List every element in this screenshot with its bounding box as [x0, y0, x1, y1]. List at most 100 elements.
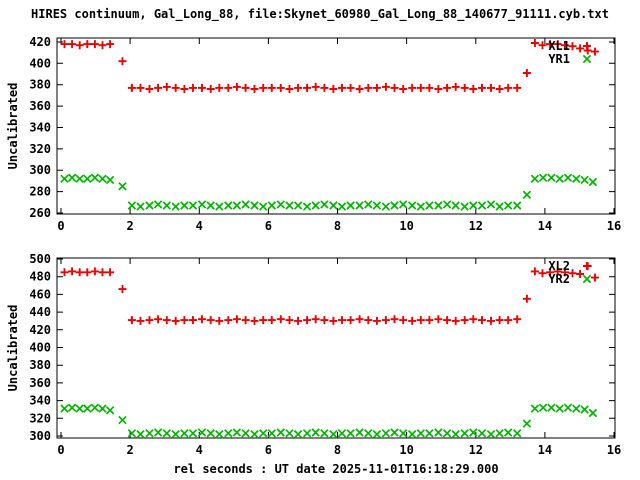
data-point-cross	[451, 429, 460, 439]
data-point-plus	[390, 83, 399, 92]
x-tick-label: 0	[57, 443, 64, 457]
data-point-cross	[293, 201, 303, 210]
data-point-plus	[338, 316, 346, 325]
data-point-cross	[588, 177, 598, 187]
data-point-plus	[538, 41, 547, 50]
y-tick-label: 400	[29, 56, 51, 70]
data-point-cross	[320, 429, 329, 438]
data-point-plus	[560, 41, 569, 50]
data-point-plus	[118, 57, 127, 66]
data-point-cross	[145, 429, 154, 438]
data-point-plus	[553, 40, 562, 49]
data-point-cross	[285, 429, 294, 438]
x-tick-label: 10	[399, 443, 413, 457]
data-point-plus	[329, 85, 338, 93]
y-tick-label: 340	[29, 121, 51, 135]
data-point-plus	[434, 85, 443, 93]
chart-title: HIRES continuum, Gal_Long_88, file:Skyne…	[31, 7, 609, 21]
data-point-plus	[546, 268, 555, 277]
data-point-cross	[495, 429, 504, 438]
data-point-cross	[346, 429, 355, 438]
data-point-cross	[522, 419, 532, 428]
data-point-plus	[346, 316, 355, 325]
data-point-cross	[267, 201, 277, 210]
data-point-plus	[154, 83, 163, 92]
y-tick-label: 300	[29, 429, 51, 443]
data-point-cross	[215, 202, 224, 211]
data-point-cross	[75, 174, 84, 184]
data-point-cross	[582, 274, 592, 284]
panel-bottom: 0 2 4 6 8 10 12 14 16 300 320 340 360 380 400 420 440 460…	[29, 252, 621, 457]
data-point-cross	[83, 174, 92, 184]
data-point-cross	[98, 174, 107, 184]
data-point-plus	[250, 316, 259, 325]
data-point-cross	[75, 404, 84, 413]
data-point-plus	[232, 315, 241, 324]
data-point-plus	[425, 316, 434, 325]
x-tick-label: 4	[196, 443, 203, 457]
y-tick-label: 300	[29, 163, 51, 177]
data-point-plus	[75, 41, 84, 50]
data-point-plus	[460, 316, 469, 325]
data-point-cross	[486, 429, 496, 439]
data-point-cross	[434, 201, 443, 210]
data-point-cross	[469, 201, 478, 210]
y-tick-label: 480	[29, 270, 51, 284]
data-point-plus	[522, 294, 531, 303]
y-tick-label: 340	[29, 394, 51, 408]
data-point-plus	[303, 83, 312, 92]
data-point-plus	[478, 316, 486, 325]
data-point-plus	[68, 267, 77, 276]
data-point-cross	[162, 201, 172, 210]
data-point-plus	[346, 83, 355, 92]
data-point-cross	[390, 201, 399, 210]
data-point-cross	[136, 202, 145, 211]
y-tick-label: 380	[29, 358, 51, 372]
data-point-plus	[241, 83, 250, 92]
legend-label-YR2: YR2	[548, 272, 570, 286]
data-point-plus	[372, 316, 381, 325]
data-point-cross	[83, 404, 92, 413]
y-tick-label: 380	[29, 78, 51, 92]
data-point-cross	[512, 429, 522, 438]
x-tick-label: 8	[334, 219, 341, 233]
data-point-plus	[83, 40, 92, 49]
data-point-cross	[416, 202, 426, 211]
data-point-plus	[285, 316, 294, 325]
data-point-cross	[276, 200, 286, 209]
data-point-cross	[346, 201, 355, 210]
data-point-plus	[504, 316, 513, 325]
data-point-plus	[136, 83, 145, 92]
data-point-cross	[555, 174, 564, 184]
data-point-plus	[68, 40, 77, 49]
data-point-plus	[180, 85, 189, 93]
data-point-plus	[90, 267, 99, 276]
data-point-plus	[372, 83, 381, 92]
data-point-plus	[568, 269, 577, 278]
y-tick-label: 500	[29, 252, 51, 266]
data-point-cross	[588, 408, 598, 418]
data-point-plus	[60, 40, 69, 49]
y-tick-label: 460	[29, 287, 51, 301]
data-point-plus	[320, 83, 329, 92]
data-point-cross	[381, 202, 391, 211]
data-point-plus	[276, 83, 285, 92]
data-point-cross	[250, 429, 259, 439]
x-tick-label: 16	[607, 443, 621, 457]
data-point-cross	[90, 403, 100, 412]
data-point-plus	[568, 42, 577, 51]
data-point-plus	[434, 315, 443, 324]
data-point-cross	[337, 202, 347, 211]
data-point-plus	[127, 316, 136, 325]
x-tick-label: 10	[399, 219, 413, 233]
data-point-cross	[503, 201, 513, 210]
data-point-cross	[302, 429, 312, 438]
data-point-cross	[180, 429, 189, 438]
data-point-cross	[285, 201, 294, 210]
data-point-cross	[60, 174, 69, 184]
data-point-plus	[538, 269, 547, 278]
data-point-cross	[442, 200, 452, 209]
data-point-cross	[267, 429, 277, 438]
data-point-plus	[591, 47, 599, 56]
data-point-cross	[197, 200, 207, 209]
